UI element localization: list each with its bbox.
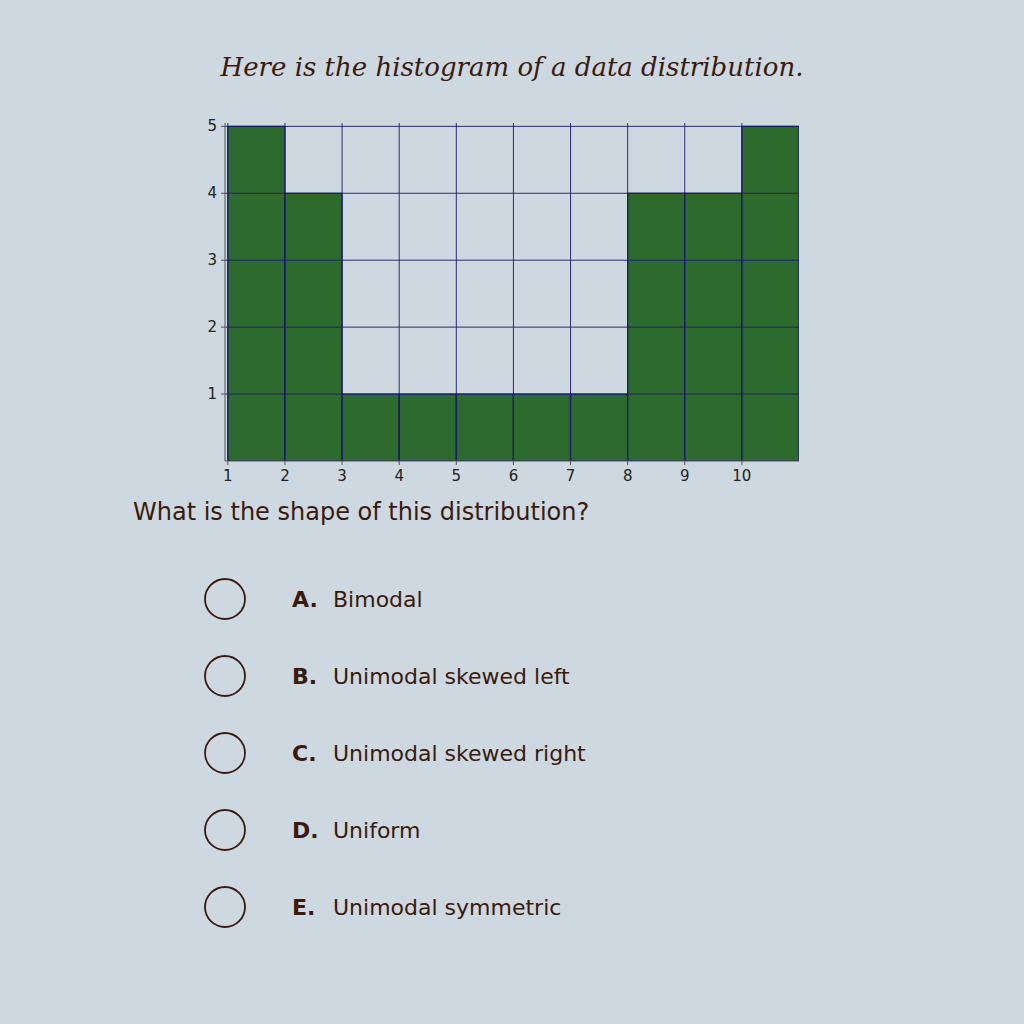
x-tick-label: 9 xyxy=(680,467,690,485)
title: Here is the histogram of a data distribu… xyxy=(220,52,804,82)
x-tick-label: 8 xyxy=(623,467,633,485)
option-label: E. xyxy=(292,895,315,920)
grid-line xyxy=(284,123,285,461)
x-tick xyxy=(570,461,571,465)
plot-area xyxy=(225,123,799,461)
x-tick-label: 2 xyxy=(280,467,290,485)
radio-button xyxy=(205,656,245,696)
question: What is the shape of this distribution? xyxy=(133,498,589,526)
grid-line xyxy=(627,123,628,461)
x-tick-label: 3 xyxy=(337,467,347,485)
option-label: D. xyxy=(292,818,319,843)
grid-line xyxy=(225,260,799,261)
x-tick-label: 10 xyxy=(732,467,751,485)
bar xyxy=(456,394,513,461)
x-tick xyxy=(227,461,228,465)
bar xyxy=(399,394,456,461)
x-tick-label: 5 xyxy=(452,467,462,485)
option-text: Bimodal xyxy=(333,587,423,612)
y-tick xyxy=(221,260,225,261)
y-axis xyxy=(225,123,226,461)
bar xyxy=(228,126,285,461)
y-tick xyxy=(221,327,225,328)
bar xyxy=(571,394,628,461)
x-tick xyxy=(342,461,343,465)
x-tick-label: 4 xyxy=(394,467,404,485)
x-tick-label: 6 xyxy=(509,467,519,485)
bar xyxy=(342,394,399,461)
x-tick xyxy=(627,461,628,465)
option-text: Uniform xyxy=(333,818,420,843)
grid-line xyxy=(225,394,799,395)
grid-line xyxy=(513,123,514,461)
option-label: A. xyxy=(292,587,318,612)
grid-line xyxy=(399,123,400,461)
grid-line xyxy=(741,123,742,461)
x-tick-label: 1 xyxy=(223,467,233,485)
background xyxy=(0,0,1024,1024)
y-tick-label: 4 xyxy=(207,184,217,202)
chart: 1 2 3 4 5 6 7 8 9 10 1 2 3 4 5 Here is the histogram of… xyxy=(0,0,1024,1024)
y-tick xyxy=(221,193,225,194)
option-label: B. xyxy=(292,664,317,689)
bar xyxy=(513,394,570,461)
grid-line xyxy=(456,123,457,461)
x-tick xyxy=(456,461,457,465)
x-tick xyxy=(741,461,742,465)
x-tick xyxy=(684,461,685,465)
x-tick-label: 7 xyxy=(566,467,576,485)
radio-button xyxy=(205,810,245,850)
grid-line xyxy=(570,123,571,461)
grid-line xyxy=(225,193,799,194)
y-tick-label: 1 xyxy=(207,385,217,403)
grid-line xyxy=(342,123,343,461)
grid-line xyxy=(225,327,799,328)
option-text: Unimodal skewed right xyxy=(333,741,586,766)
option-label: C. xyxy=(292,741,317,766)
grid-line xyxy=(225,126,799,127)
y-tick-label: 2 xyxy=(207,318,217,336)
y-tick xyxy=(221,394,225,395)
x-axis xyxy=(225,461,799,462)
grid-line xyxy=(227,123,228,461)
y-tick-label: 3 xyxy=(207,251,217,269)
radio-button xyxy=(205,887,245,927)
bar xyxy=(742,126,799,461)
x-tick xyxy=(284,461,285,465)
y-tick-label: 5 xyxy=(207,117,217,135)
option-text: Unimodal skewed left xyxy=(333,664,570,689)
y-tick xyxy=(221,126,225,127)
option-text: Unimodal symmetric xyxy=(333,895,561,920)
x-tick xyxy=(513,461,514,465)
grid-line xyxy=(684,123,685,461)
radio-button xyxy=(205,579,245,619)
x-tick xyxy=(399,461,400,465)
radio-button xyxy=(205,733,245,773)
